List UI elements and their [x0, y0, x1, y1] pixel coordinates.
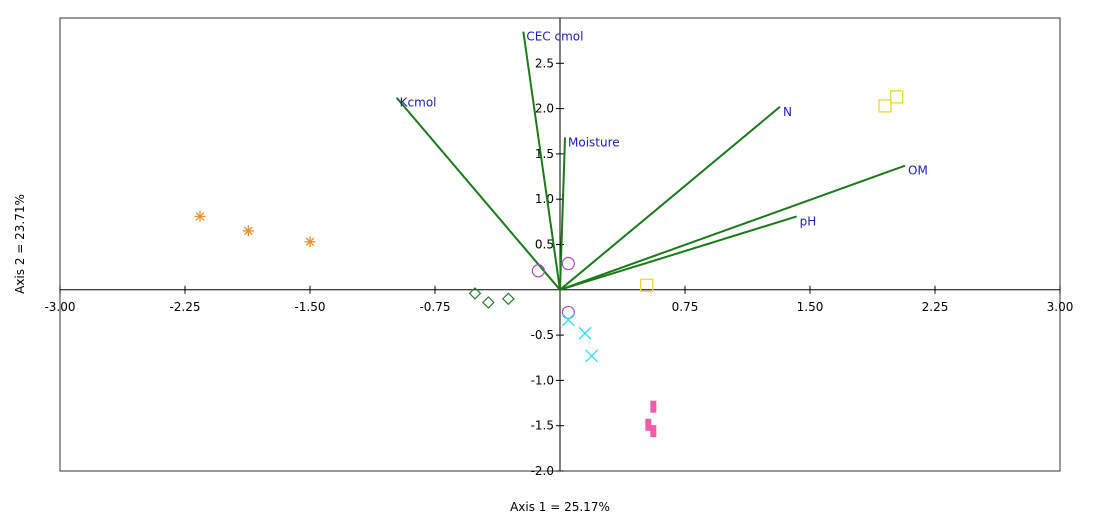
- x-tick-label: -1.50: [294, 300, 325, 314]
- diamond-marker: [501, 292, 515, 306]
- vector-label: N: [783, 105, 792, 119]
- cross-marker: [578, 326, 592, 340]
- x-tick-label: 3.00: [1047, 300, 1074, 314]
- vector-label: pH: [800, 214, 817, 228]
- loading-vectors: CEC cmol Kcmol Moisture N OM pH: [395, 30, 928, 291]
- vector-label: Moisture: [568, 136, 620, 150]
- x-tick-label: 2.25: [922, 300, 949, 314]
- bar-marker: [650, 425, 657, 438]
- y-tick-label: 1.0: [535, 192, 554, 206]
- vector-line: [395, 97, 561, 291]
- cross-marker: [585, 349, 599, 363]
- vector-line: [559, 106, 781, 291]
- bar-marker: [645, 418, 652, 431]
- y-tick-label: -1.5: [531, 419, 554, 433]
- x-tick-label: -0.75: [419, 300, 450, 314]
- vector-line: [559, 215, 797, 291]
- square-marker: [878, 99, 892, 113]
- circle-marker: [531, 264, 545, 278]
- vector-label: OM: [908, 164, 928, 178]
- cross-marker: [561, 313, 575, 327]
- y-tick-label: 2.5: [535, 56, 554, 70]
- x-tick-label: -3.00: [44, 300, 75, 314]
- vector-label: Kcmol: [400, 96, 437, 110]
- asterisk-marker: [194, 210, 206, 222]
- y-axis-label: Axis 2 = 23.71%: [13, 194, 27, 294]
- asterisk-marker: [242, 225, 254, 237]
- x-axis-label: Axis 1 = 25.17%: [510, 500, 610, 514]
- asterisk-marker: [304, 236, 316, 248]
- circle-marker: [561, 256, 575, 271]
- x-tick-label: 0.75: [672, 300, 699, 314]
- vector-line: [559, 137, 566, 290]
- x-tick-label: 1.50: [797, 300, 824, 314]
- y-tick-label: 1.5: [535, 147, 554, 161]
- y-tick-label: -2.0: [531, 464, 554, 478]
- square-marker: [640, 278, 654, 292]
- vector-line: [522, 31, 561, 290]
- x-axis-ticks: -3.00 -2.25 -1.50 -0.75 0.75 1.50 2.25 3.00: [44, 285, 1074, 314]
- y-axis-ticks: 2.5 2.0 1.5 1.0 0.5 -0.5 -1.0 -1.5 -2.0: [531, 56, 564, 478]
- circle-marker: [561, 305, 575, 320]
- diamond-marker: [481, 296, 495, 309]
- vector-line: [559, 164, 906, 291]
- diamond-marker: [468, 287, 482, 300]
- square-marker: [890, 90, 904, 104]
- vector-label: CEC cmol: [526, 30, 583, 44]
- y-tick-label: -1.0: [531, 373, 554, 387]
- y-tick-label: 2.0: [535, 102, 554, 116]
- y-tick-label: 0.5: [535, 238, 554, 252]
- bar-marker: [650, 400, 657, 413]
- y-tick-label: -0.5: [531, 328, 554, 342]
- x-tick-label: -2.25: [169, 300, 200, 314]
- score-points: [194, 90, 904, 438]
